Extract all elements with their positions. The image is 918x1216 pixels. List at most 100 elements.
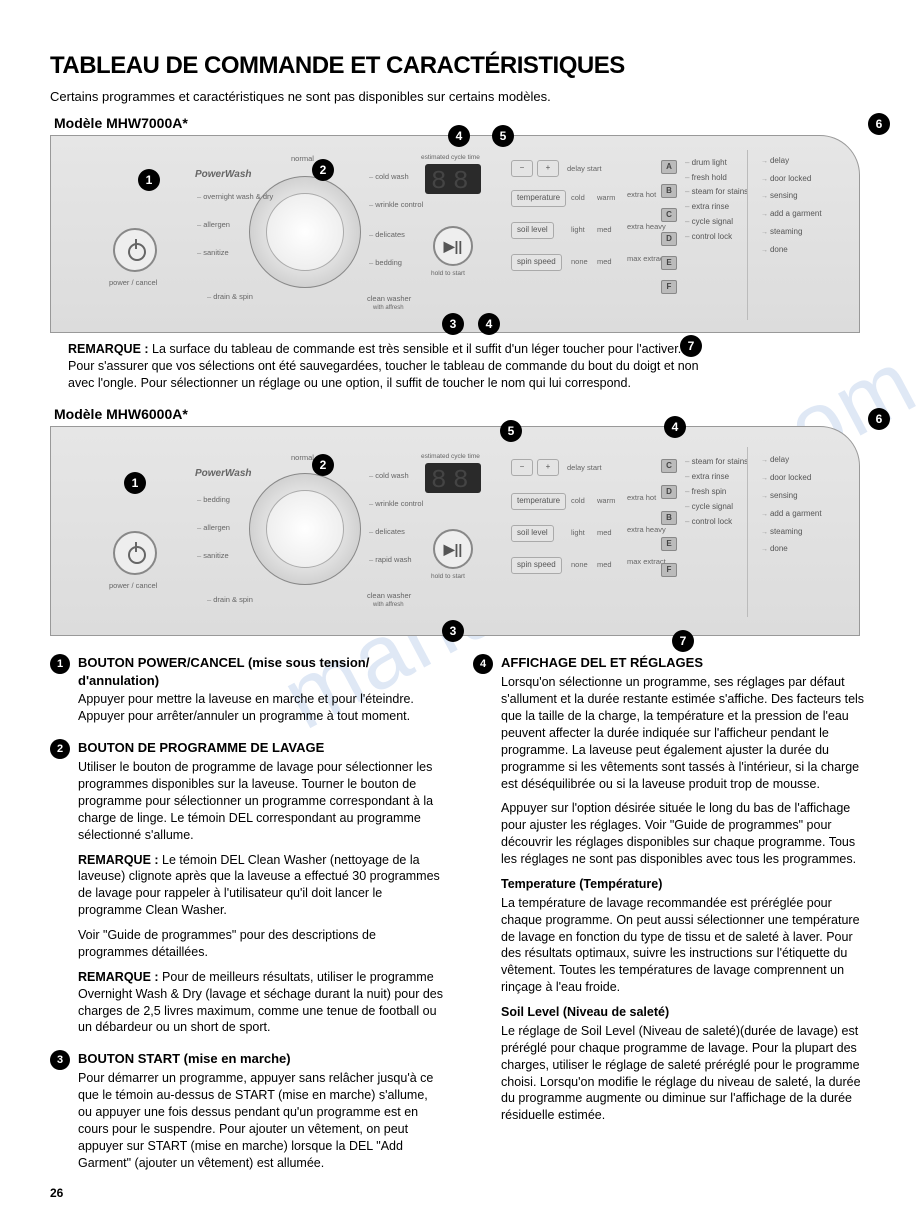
- item-3-title: BOUTON START (mise en marche): [78, 1050, 291, 1068]
- right-column: 4 AFFICHAGE DEL ET RÉGLAGES Lorsqu'on sé…: [473, 654, 868, 1185]
- remark-text: La surface du tableau de commande est tr…: [68, 342, 699, 390]
- options-col: steam for stains extra rinse fresh spin …: [685, 457, 748, 531]
- opt-key[interactable]: B: [661, 184, 677, 198]
- minus-button[interactable]: −: [511, 160, 533, 177]
- status-label: delay: [761, 455, 822, 466]
- affresh-label: with affresh: [373, 304, 404, 312]
- opt: extra hot: [627, 493, 656, 503]
- panel-b: power / cancel PowerWash bedding allerge…: [50, 426, 860, 636]
- opt: warm: [597, 193, 615, 203]
- panel-a: power / cancel PowerWash overnight wash …: [50, 135, 860, 333]
- cycle-label: rapid wash: [369, 555, 412, 565]
- cycle-label: wrinkle control: [369, 499, 423, 509]
- item-2-title: BOUTON DE PROGRAMME DE LAVAGE: [78, 739, 324, 757]
- opt-label: cycle signal: [685, 502, 748, 513]
- remark-label: REMARQUE :: [78, 853, 162, 867]
- remark-label: REMARQUE :: [78, 970, 162, 984]
- item-2-r1: REMARQUE : Le témoin DEL Clean Washer (n…: [78, 852, 445, 920]
- opt: light: [571, 528, 585, 538]
- soil-button[interactable]: soil level: [511, 525, 554, 542]
- opt: med: [597, 560, 612, 570]
- opt-key[interactable]: C: [661, 459, 677, 473]
- item-4-s2h: Soil Level (Niveau de saleté): [501, 1004, 868, 1021]
- cycle-label: sanitize: [197, 248, 229, 258]
- delay-start-label: delay start: [567, 463, 602, 473]
- opt-key[interactable]: E: [661, 537, 677, 551]
- callout-3: 3: [442, 620, 464, 642]
- cycle-dial-inner: [266, 490, 344, 568]
- opt: max extract: [627, 254, 666, 264]
- cycle-label: sanitize: [197, 551, 229, 561]
- power-label: power / cancel: [109, 278, 157, 288]
- hold-label: hold to start: [431, 270, 465, 279]
- opt-key[interactable]: B: [661, 511, 677, 525]
- opt-key[interactable]: E: [661, 256, 677, 270]
- brand-label: PowerWash: [195, 168, 252, 182]
- left-column: 1 BOUTON POWER/CANCEL (mise sous tension…: [50, 654, 445, 1185]
- status-label: door locked: [761, 473, 822, 484]
- item-4-s1h: Temperature (Température): [501, 876, 868, 893]
- subtitle: Certains programmes et caractéristiques …: [50, 88, 868, 106]
- opt-label: fresh hold: [685, 173, 748, 184]
- cycle-label: bedding: [369, 258, 402, 268]
- status-label: add a garment: [761, 509, 822, 520]
- item-2-r2: REMARQUE : Pour de meilleurs résultats, …: [78, 969, 445, 1037]
- opt-label: control lock: [685, 517, 748, 528]
- power-button[interactable]: [113, 228, 157, 272]
- opt-key[interactable]: C: [661, 208, 677, 222]
- opt: med: [597, 225, 612, 235]
- item-4-s1: La température de lavage recommandée est…: [501, 895, 868, 996]
- opt-label: extra rinse: [685, 202, 748, 213]
- brand-label: PowerWash: [195, 467, 252, 481]
- soil-button[interactable]: soil level: [511, 222, 554, 239]
- start-button[interactable]: ▶||: [433, 529, 473, 569]
- power-button[interactable]: [113, 531, 157, 575]
- callout-4a: 4: [448, 125, 470, 147]
- callout-7: 7: [672, 630, 694, 652]
- temperature-button[interactable]: temperature: [511, 190, 566, 207]
- opt-label: extra rinse: [685, 472, 748, 483]
- callout-2: 2: [312, 159, 334, 181]
- status-label: done: [761, 245, 822, 256]
- start-button[interactable]: ▶||: [433, 226, 473, 266]
- spin-button[interactable]: spin speed: [511, 254, 562, 271]
- opt: none: [571, 257, 588, 267]
- cycle-label: cold wash: [369, 471, 409, 481]
- bullet-1: 1: [50, 654, 70, 674]
- opt-key[interactable]: D: [661, 232, 677, 246]
- opt: cold: [571, 193, 585, 203]
- temperature-button[interactable]: temperature: [511, 493, 566, 510]
- opt-label: steam for stains: [685, 187, 748, 198]
- delay-start-label: delay start: [567, 164, 602, 174]
- opt-key[interactable]: D: [661, 485, 677, 499]
- item-1-title: BOUTON POWER/CANCEL (mise sous tension/ …: [78, 654, 445, 689]
- opt-label: drum light: [685, 158, 748, 169]
- opt: warm: [597, 496, 615, 506]
- cycle-label: drain & spin: [207, 292, 253, 302]
- bullet-4: 4: [473, 654, 493, 674]
- plus-button[interactable]: +: [537, 459, 559, 476]
- opt: med: [597, 257, 612, 267]
- status-col: delay door locked sensing add a garment …: [761, 455, 822, 562]
- plus-button[interactable]: +: [537, 160, 559, 177]
- opt-key[interactable]: F: [661, 563, 677, 577]
- callout-3: 3: [442, 313, 464, 335]
- spin-button[interactable]: spin speed: [511, 557, 562, 574]
- item-1: 1 BOUTON POWER/CANCEL (mise sous tension…: [50, 654, 445, 725]
- opt-label: steam for stains: [685, 457, 748, 468]
- opt-label: control lock: [685, 232, 748, 243]
- cycle-label: drain & spin: [207, 595, 253, 605]
- time-display: [425, 164, 481, 194]
- minus-button[interactable]: −: [511, 459, 533, 476]
- opt-label: cycle signal: [685, 217, 748, 228]
- status-label: steaming: [761, 227, 822, 238]
- opt-key[interactable]: A: [661, 160, 677, 174]
- opt: cold: [571, 496, 585, 506]
- panel-a-wrap: 1 2 3 4 4 5 6 7 power / cancel PowerWash…: [50, 135, 868, 333]
- status-label: steaming: [761, 527, 822, 538]
- opt-key[interactable]: F: [661, 280, 677, 294]
- cycle-label: cold wash: [369, 172, 409, 182]
- cycle-label: wrinkle control: [369, 200, 423, 210]
- item-4-p1: Lorsqu'on sélectionne un programme, ses …: [501, 674, 868, 792]
- cycle-label: delicates: [369, 230, 405, 240]
